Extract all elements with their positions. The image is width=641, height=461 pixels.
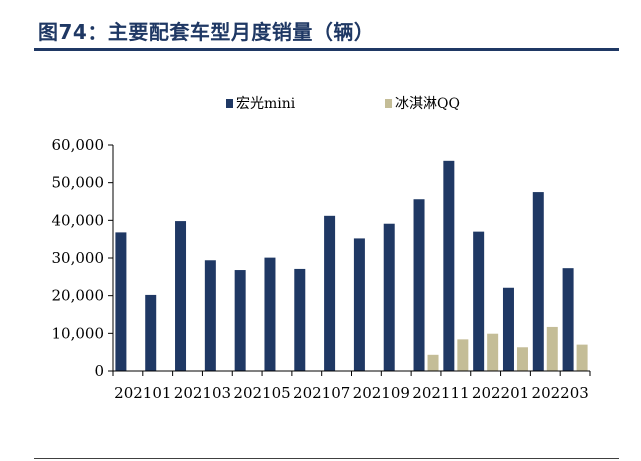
bar-series-2 bbox=[546, 326, 558, 371]
y-tick-label: 30,000 bbox=[52, 249, 105, 267]
bar-series-2 bbox=[516, 347, 528, 371]
bar-series-1 bbox=[413, 199, 425, 371]
x-tick-label: 202111 bbox=[412, 384, 469, 402]
legend-swatch bbox=[226, 99, 233, 108]
bar-series-1 bbox=[532, 192, 544, 371]
bar-series-1 bbox=[443, 160, 455, 371]
x-tick-label: 202105 bbox=[233, 384, 290, 402]
y-tick-label: 10,000 bbox=[52, 324, 105, 342]
bar-series-1 bbox=[502, 287, 514, 371]
y-tick-label: 60,000 bbox=[52, 136, 105, 154]
bar-series-2 bbox=[427, 354, 439, 371]
y-tick-label: 0 bbox=[94, 362, 104, 380]
y-tick-label: 40,000 bbox=[52, 211, 105, 229]
y-tick-label: 50,000 bbox=[52, 174, 105, 192]
x-tick-label: 202203 bbox=[532, 384, 589, 402]
bar-series-2 bbox=[487, 333, 499, 371]
bar-series-1 bbox=[175, 221, 187, 371]
figure-title: 图74：主要配套车型月度销量（辆） bbox=[38, 20, 375, 44]
bar-series-1 bbox=[264, 257, 276, 371]
bar-series-1 bbox=[473, 231, 485, 371]
y-tick-label: 20,000 bbox=[52, 287, 105, 305]
bar-series-1 bbox=[145, 294, 157, 371]
legend-label: 宏光mini bbox=[236, 96, 296, 112]
legend-swatch bbox=[385, 99, 392, 108]
x-tick-label: 202201 bbox=[472, 384, 529, 402]
x-tick-label: 202101 bbox=[114, 384, 171, 402]
title-rule bbox=[34, 48, 619, 51]
y-axis: 0 10,000 20,000 30,000 40,000 50,000 60,000 bbox=[52, 136, 114, 380]
x-tick-label: 202103 bbox=[174, 384, 231, 402]
x-tick-label: 202107 bbox=[293, 384, 350, 402]
legend: 宏光mini 冰淇淋QQ bbox=[226, 96, 460, 112]
figure-title-bar: 图74：主要配套车型月度销量（辆） bbox=[34, 8, 619, 48]
bar-series-1 bbox=[294, 268, 306, 371]
bar-series-2 bbox=[457, 339, 469, 371]
bar-series-1 bbox=[204, 260, 216, 371]
x-tick-label: 202109 bbox=[353, 384, 410, 402]
bar-series-1 bbox=[324, 215, 336, 371]
bottom-rule bbox=[34, 458, 619, 459]
x-axis: 202101 202103 202105 202107 202109 202111 2022… bbox=[112, 370, 591, 402]
bars bbox=[115, 160, 588, 371]
bar-series-1 bbox=[353, 238, 365, 371]
bar-series-1 bbox=[115, 232, 127, 371]
legend-label: 冰淇淋QQ bbox=[395, 96, 460, 112]
bar-series-1 bbox=[383, 223, 395, 371]
bar-series-2 bbox=[576, 344, 588, 371]
bar-series-1 bbox=[234, 270, 246, 371]
bar-series-1 bbox=[562, 268, 574, 371]
